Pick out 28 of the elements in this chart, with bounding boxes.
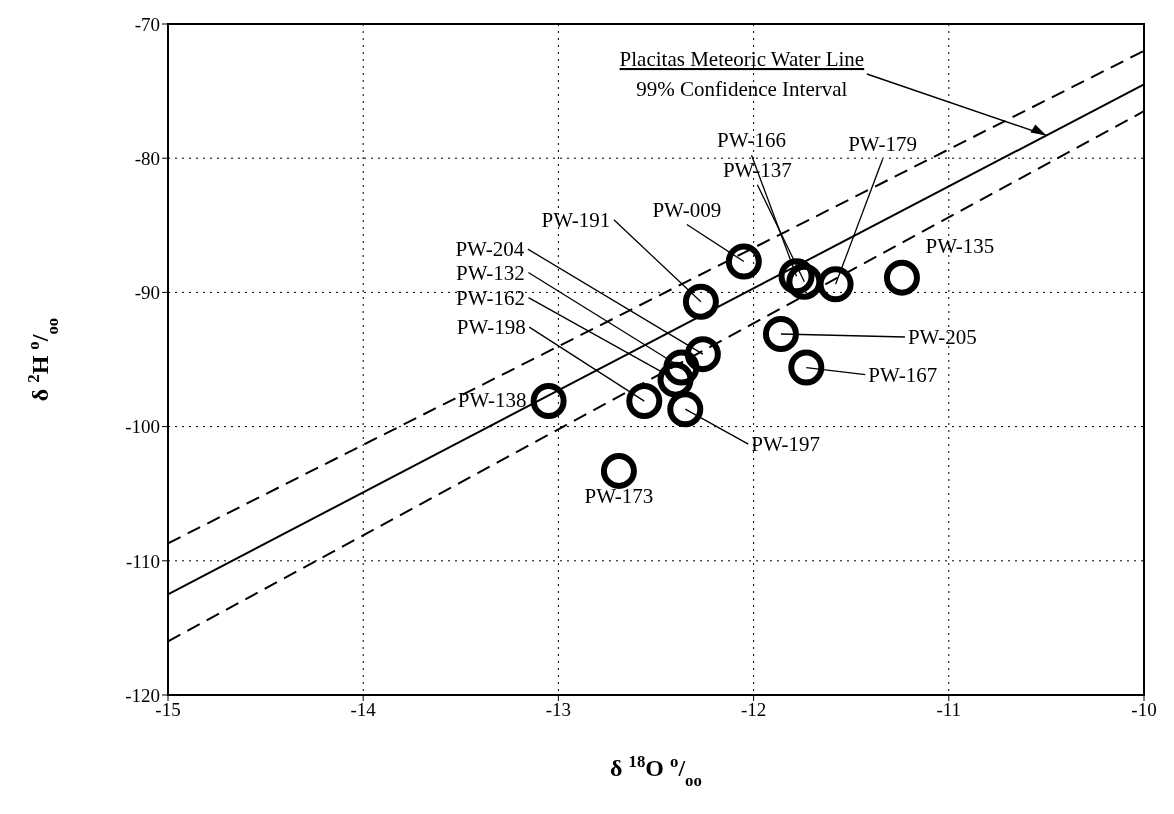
annotation: PW-166 bbox=[717, 128, 786, 153]
annotation: PW-132 bbox=[455, 260, 525, 285]
y-tick-label: -80 bbox=[134, 147, 160, 169]
annotation: PW-173 bbox=[584, 483, 654, 508]
x-tick-label: -12 bbox=[740, 699, 767, 721]
annotation: PW-204 bbox=[455, 237, 525, 262]
x-tick-label: -14 bbox=[350, 699, 377, 721]
annotation: PW-205 bbox=[907, 325, 977, 349]
y-tick-label: -110 bbox=[125, 550, 160, 572]
x-tick-label: -13 bbox=[545, 699, 572, 721]
y-tick-label: -120 bbox=[125, 684, 160, 706]
y-tick-label: -70 bbox=[134, 13, 160, 35]
x-tick-label: -11 bbox=[936, 699, 962, 721]
x-tick-label: -10 bbox=[1131, 699, 1157, 721]
annotation: PW-009 bbox=[652, 197, 722, 222]
annotation: PW-197 bbox=[751, 432, 821, 457]
annotation: PW-138 bbox=[457, 388, 527, 413]
annotation: PW-198 bbox=[456, 315, 526, 340]
annotation: 99% Confidence Interval bbox=[636, 77, 848, 101]
annotation: PW-191 bbox=[541, 207, 611, 232]
annotation: Placitas Meteoric Water Line bbox=[619, 47, 865, 71]
annotation: PW-179 bbox=[848, 132, 918, 157]
y-tick-label: -90 bbox=[134, 282, 160, 304]
annotation: PW-162 bbox=[456, 285, 525, 310]
annotation: PW-135 bbox=[925, 233, 995, 258]
y-tick-label: -100 bbox=[125, 416, 160, 438]
annotation: PW-167 bbox=[868, 362, 938, 387]
x-axis-title: δ $^{18}$O $^{o}$/$_{oo}$ bbox=[610, 751, 702, 790]
